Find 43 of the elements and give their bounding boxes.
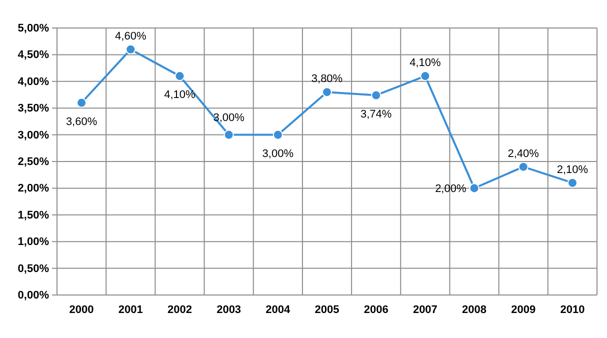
- y-tick-label: 2,50%: [18, 156, 50, 168]
- y-tick-label: 4,00%: [18, 76, 50, 88]
- x-tick-label: 2001: [118, 304, 143, 316]
- x-tick-label: 2002: [167, 304, 192, 316]
- data-label: 4,60%: [115, 30, 146, 42]
- y-tick-label: 3,50%: [18, 102, 50, 115]
- data-label: 3,80%: [311, 73, 343, 86]
- point: [322, 87, 332, 98]
- x-tick-label: 2009: [511, 304, 536, 316]
- x-tick-label: 2004: [266, 304, 292, 316]
- y-tick-label: 2,00%: [18, 182, 50, 195]
- point: [272, 130, 283, 140]
- y-tick-label: 1,00%: [18, 236, 50, 248]
- point: [518, 162, 528, 172]
- y-tick-label: 0,50%: [18, 262, 50, 275]
- point: [567, 178, 578, 188]
- data-label: 2,10%: [556, 164, 588, 176]
- x-tick-label: 2008: [462, 304, 487, 316]
- data-label: 3,00%: [262, 148, 294, 160]
- data-label: 3,60%: [66, 116, 98, 128]
- point: [420, 71, 430, 82]
- x-tick-label: 2007: [412, 304, 438, 316]
- point: [76, 98, 87, 108]
- x-tick-label: 2003: [216, 304, 242, 316]
- x-tick-label: 2000: [69, 304, 94, 316]
- data-label: 4,10%: [164, 89, 196, 102]
- y-tick-label: 3,00%: [18, 129, 50, 142]
- x-tick-label: 2010: [560, 304, 585, 316]
- y-tick-label: 1,50%: [18, 209, 50, 222]
- data-label: 2,40%: [508, 148, 540, 160]
- data-label: 3,74%: [360, 108, 392, 120]
- point: [371, 90, 382, 100]
- point: [469, 183, 480, 194]
- y-tick-label: 0,00%: [18, 290, 50, 302]
- data-label: 4,10%: [410, 57, 441, 70]
- y-tick-label: 5,00%: [18, 22, 50, 35]
- point: [126, 44, 136, 54]
- x-tick-label: 2005: [314, 304, 340, 316]
- point: [174, 71, 185, 82]
- y-tick-label: 4,50%: [18, 49, 50, 62]
- x-tick-label: 2006: [364, 304, 388, 316]
- data-label: 2,00%: [435, 183, 466, 196]
- point: [224, 130, 234, 140]
